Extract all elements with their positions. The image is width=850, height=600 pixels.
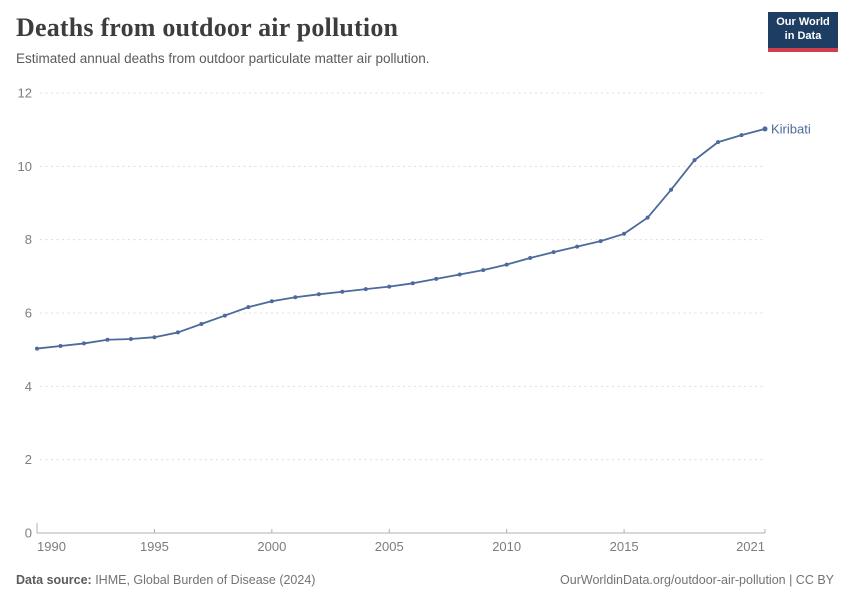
data-point-Kiribati-2012 [551,250,556,255]
data-point-Kiribati-1995 [152,335,157,340]
owid-logo-line2: in Data [784,30,822,42]
x-tick-label-2000: 2000 [257,539,286,554]
data-point-Kiribati-2015 [622,231,627,236]
x-tick-label-2005: 2005 [375,539,404,554]
footer-license-link[interactable]: OurWorldinData.org/outdoor-air-pollution… [560,573,834,587]
data-point-Kiribati-1998 [222,313,227,318]
data-point-Kiribati-2005 [387,284,392,289]
data-point-Kiribati-1990 [35,346,39,351]
data-point-Kiribati-2007 [434,276,439,281]
data-point-Kiribati-2004 [363,287,368,292]
x-tick-label-2015: 2015 [610,539,639,554]
series-end-label-Kiribati[interactable]: Kiribati [771,121,811,136]
y-tick-label-8: 8 [25,232,32,247]
data-point-Kiribati-2014 [598,239,603,244]
x-tick-label-2010: 2010 [492,539,521,554]
y-tick-label-10: 10 [18,159,32,174]
data-point-Kiribati-2006 [410,281,415,286]
data-point-Kiribati-2016 [645,215,650,220]
x-tick-label-1990: 1990 [37,539,66,554]
data-point-Kiribati-2018 [692,158,697,163]
chart-footer: Data source: IHME, Global Burden of Dise… [16,573,834,587]
data-point-Kiribati-2021 [762,126,768,132]
data-point-Kiribati-2003 [340,289,345,294]
data-point-Kiribati-1999 [246,305,251,310]
data-point-Kiribati-2010 [504,262,509,267]
data-source-note: Data source: IHME, Global Burden of Dise… [16,573,315,587]
owid-logo-line1: Our World [776,16,830,29]
data-point-Kiribati-2009 [481,268,486,273]
data-point-Kiribati-1996 [175,330,180,335]
data-point-Kiribati-2013 [575,244,580,249]
data-point-Kiribati-2017 [669,187,674,192]
data-point-Kiribati-2019 [716,140,721,145]
data-point-Kiribati-1993 [105,337,110,342]
data-point-Kiribati-1994 [128,337,133,342]
data-point-Kiribati-2000 [269,299,274,304]
data-point-Kiribati-1992 [81,341,86,346]
data-point-Kiribati-2002 [316,292,321,297]
data-point-Kiribati-2020 [739,133,744,138]
data-source-label: Data source: [16,573,92,587]
y-tick-label-2: 2 [25,452,32,467]
data-source-text: IHME, Global Burden of Disease (2024) [91,573,316,587]
data-point-Kiribati-2011 [528,256,533,260]
x-tick-label-1995: 1995 [140,539,169,554]
x-tick-label-2021: 2021 [736,539,765,554]
y-tick-label-6: 6 [25,306,32,321]
data-point-Kiribati-2008 [457,272,462,277]
owid-logo[interactable]: Our World in Data [768,12,838,52]
data-point-Kiribati-1997 [199,322,204,326]
series-line-Kiribati[interactable] [36,128,766,350]
y-tick-label-0: 0 [25,526,32,541]
page-subtitle: Estimated annual deaths from outdoor par… [16,51,430,66]
data-point-Kiribati-1991 [58,344,63,348]
page-title: Deaths from outdoor air pollution [16,13,399,42]
y-tick-label-4: 4 [25,379,32,394]
y-tick-label-12: 12 [18,86,32,101]
data-point-Kiribati-2001 [293,295,298,300]
